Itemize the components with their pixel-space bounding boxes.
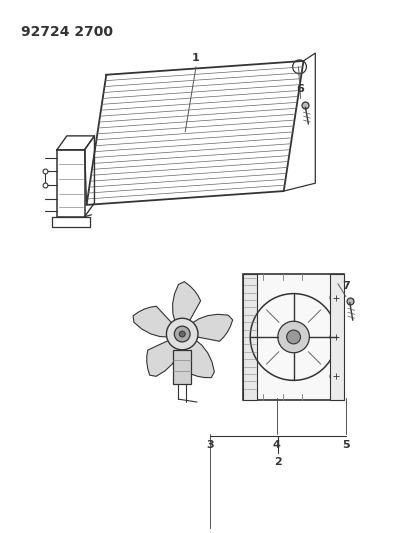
Bar <box>243 274 344 400</box>
Text: 5: 5 <box>342 440 350 449</box>
Polygon shape <box>147 339 181 376</box>
Text: 6: 6 <box>297 84 305 94</box>
Circle shape <box>174 326 190 342</box>
Text: 1: 1 <box>192 53 200 63</box>
Text: 92724 2700: 92724 2700 <box>20 26 112 39</box>
Bar <box>243 274 257 400</box>
Text: 2: 2 <box>274 457 282 467</box>
Polygon shape <box>173 281 200 324</box>
Bar <box>330 274 344 400</box>
Polygon shape <box>184 338 214 378</box>
Polygon shape <box>133 306 174 337</box>
Text: 3: 3 <box>206 440 214 449</box>
Bar <box>173 350 191 384</box>
Circle shape <box>166 318 198 350</box>
Text: 4: 4 <box>273 440 281 449</box>
Circle shape <box>278 321 309 353</box>
Circle shape <box>179 331 185 337</box>
Polygon shape <box>190 314 233 341</box>
Text: 7: 7 <box>342 281 350 290</box>
Circle shape <box>287 330 301 344</box>
